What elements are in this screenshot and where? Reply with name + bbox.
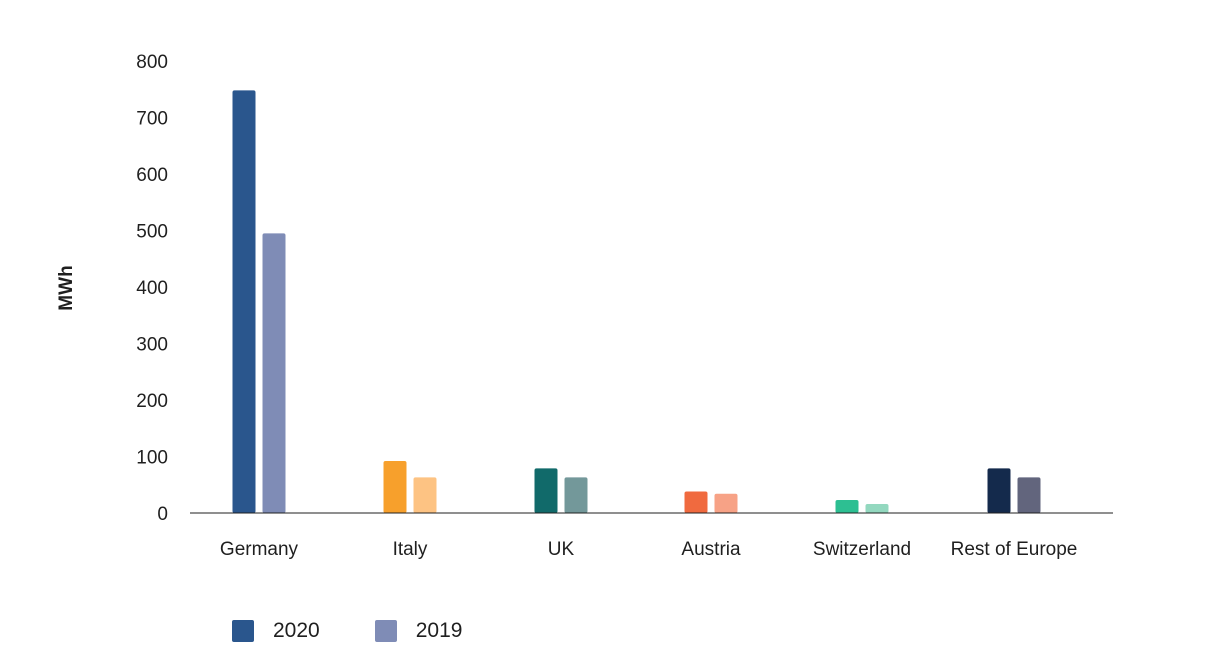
x-tick-label: Switzerland [813,539,911,560]
bar-2020-rest-of-europe [987,468,1011,513]
bar-2019-rest-of-europe [1017,477,1041,513]
y-tick-label: 100 [136,448,168,469]
y-tick-label: 800 [136,52,168,73]
bar-2020-germany [232,90,256,513]
bar-2020-austria [684,491,708,513]
y-tick-label: 200 [136,391,168,412]
y-tick-label: 500 [136,222,168,243]
bar-2019-switzerland [865,503,889,513]
legend-item-2019: 2019 [374,619,463,643]
legend-label: 2019 [415,619,463,642]
legend-item-2020: 2020 [232,619,320,643]
bar-2019-germany [262,233,286,513]
y-tick-label: 400 [136,278,168,299]
bar-2019-uk [564,477,588,513]
bar-2019-austria [714,493,738,513]
x-tick-label: Italy [393,539,428,560]
x-tick-label: UK [548,539,575,560]
y-axis: 0 100 200 300 400 500 600 700 800 [136,52,168,525]
y-tick-label: 300 [136,335,168,356]
y-tick-label: 600 [136,165,168,186]
y-tick-label: 0 [157,504,168,525]
legend-swatch-2020 [232,620,254,642]
legend: 2020 2019 [232,619,462,643]
x-tick-label: Rest of Europe [951,539,1078,560]
x-tick-label: Germany [220,539,299,560]
bar-2020-uk [534,468,558,513]
x-tick-label: Austria [681,539,741,560]
legend-label: 2020 [273,619,320,642]
bars [232,90,1041,513]
bar-2019-italy [413,477,437,513]
y-tick-label: 700 [136,109,168,130]
bar-2020-italy [383,461,407,513]
y-axis-label: MWh [56,265,77,310]
bar-2020-switzerland [835,500,859,513]
x-axis: Germany Italy UK Austria Switzerland Rest of … [220,539,1077,560]
legend-swatch-2019 [374,620,397,642]
